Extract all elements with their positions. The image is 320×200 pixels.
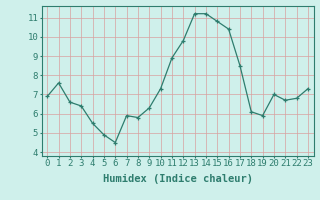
X-axis label: Humidex (Indice chaleur): Humidex (Indice chaleur) xyxy=(103,174,252,184)
